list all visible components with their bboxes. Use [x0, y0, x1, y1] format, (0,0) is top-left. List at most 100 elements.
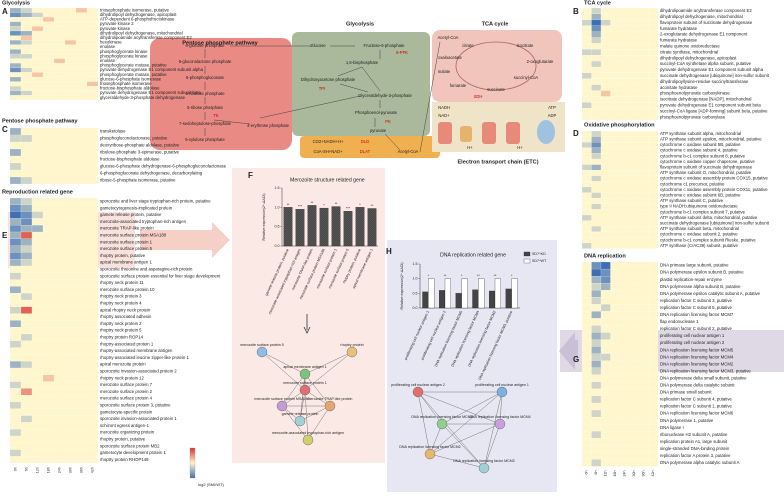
heatmap-cell	[638, 203, 649, 210]
heatmap-cell	[648, 19, 659, 26]
heatmap-cell	[9, 81, 22, 87]
heatmap-cell	[86, 44, 99, 50]
heatmap-cell	[581, 242, 592, 249]
heatmap-cell	[75, 272, 88, 280]
metabolite: 5-ribose phosphate	[187, 105, 224, 110]
heatmap-cell	[619, 311, 630, 319]
column-label: 18h	[46, 467, 50, 473]
heatmap-cell	[610, 459, 621, 467]
heatmap-cell	[20, 313, 33, 321]
enzyme: DLD	[361, 139, 369, 144]
heatmap-cell	[648, 37, 659, 44]
heatmap-cell	[20, 306, 33, 314]
metabolite: 4-erythrose phosphate	[247, 123, 290, 128]
column-label: 12h	[604, 470, 608, 476]
heatmap-cell	[610, 19, 621, 26]
row-label: ribonuclease H2 subunit A, putative	[660, 432, 728, 437]
heatmap-cell	[64, 422, 77, 430]
heatmap-cell	[591, 276, 602, 284]
heatmap-cell	[20, 238, 33, 246]
heatmap-cell	[75, 259, 88, 267]
heatmap-cell	[64, 169, 77, 178]
heatmap-cell	[42, 12, 55, 18]
heatmap-cell	[42, 347, 55, 355]
chart-title: DNA replication related gene	[440, 252, 506, 258]
heatmap-cell	[42, 293, 55, 301]
heatmap-cell	[619, 395, 630, 404]
heatmap-cell	[20, 299, 33, 307]
heatmap-cell	[86, 204, 99, 212]
heatmap-cell	[42, 422, 55, 430]
network-edge	[417, 391, 431, 455]
heatmap-cell	[9, 252, 22, 260]
heatmap-cell	[86, 58, 99, 64]
heatmap-cell	[638, 290, 649, 298]
heatmap-cell	[638, 142, 649, 148]
heatmap-cell	[75, 401, 88, 409]
heatmap-cell	[42, 320, 55, 328]
heatmap-cell	[629, 318, 640, 326]
heatmap-cell	[64, 442, 77, 450]
row-label: triosephosphate isomerase, putative	[100, 7, 170, 12]
heatmap-cell	[53, 67, 66, 73]
row-label: single-stranded DNA-binding protein	[660, 446, 730, 451]
column-label: 18h	[613, 470, 617, 476]
cofactor: ADP	[548, 113, 557, 118]
heatmap-cell	[53, 90, 66, 96]
heatmap-cell	[610, 61, 621, 68]
heatmap-cell	[75, 204, 88, 212]
heatmap-cell	[20, 327, 33, 335]
network-edge	[281, 373, 306, 407]
heatmap-cell	[9, 197, 22, 205]
heatmap-cell	[86, 401, 99, 409]
row-label: merozoite surface protein 1	[100, 239, 153, 244]
heatmap-cell	[75, 17, 88, 22]
heatmap-cell	[53, 252, 66, 260]
heatmap-cell	[581, 198, 592, 204]
network-node-label: DNA replication licensing factor MCM5	[411, 415, 472, 419]
cofactor: NAD+	[438, 113, 450, 118]
heatmap-cell	[638, 367, 649, 375]
row-label: DNA polymerase epsilon subunit B, putati…	[660, 270, 744, 275]
heatmap-cell	[64, 141, 77, 150]
significance: *	[359, 203, 361, 207]
heatmap-cell	[629, 283, 640, 291]
heatmap-cell	[581, 31, 592, 38]
heatmap-cell	[9, 67, 22, 73]
heatmap-cell	[610, 7, 621, 14]
heatmap-cell	[619, 114, 630, 121]
column-label: 24h	[623, 470, 627, 476]
heatmap-cell	[31, 306, 44, 314]
heatmap-cell	[86, 374, 99, 382]
heatmap-cell	[610, 153, 621, 160]
bar-hatch	[367, 208, 377, 246]
heatmap-cell	[610, 90, 621, 97]
row-label: DNA polymerase epsilon catalytic subunit…	[660, 291, 761, 296]
heatmap-cell	[591, 237, 602, 244]
heatmap-cell	[9, 211, 22, 219]
heatmap-cell	[31, 21, 44, 27]
heatmap-cell	[9, 340, 22, 348]
heatmap-cell	[619, 409, 630, 418]
heatmap-cell	[600, 311, 611, 319]
heatmap-cell	[64, 17, 77, 22]
heatmap-cell	[619, 209, 630, 216]
heatmap-cell	[648, 66, 659, 73]
heatmap-cell	[42, 259, 55, 267]
row-label: phosphoglycerate kinase	[100, 49, 148, 54]
heatmap-cell	[86, 320, 99, 328]
chart-title: Merozoite structure related gene	[290, 177, 365, 183]
heatmap-cell	[20, 408, 33, 416]
bar	[489, 290, 496, 309]
heatmap-cell	[75, 442, 88, 450]
cofactor: CoA-SH+NAD+	[313, 149, 343, 154]
heatmap-cell	[9, 313, 22, 321]
heatmap-cell	[53, 238, 66, 246]
heatmap-cell	[75, 265, 88, 273]
heatmap-cell	[64, 367, 77, 375]
heatmap-cell	[20, 197, 33, 205]
heatmap-cell	[581, 108, 592, 115]
heatmap-cell	[64, 211, 77, 219]
heatmap-cell	[581, 452, 592, 460]
heatmap-cell	[591, 49, 602, 56]
